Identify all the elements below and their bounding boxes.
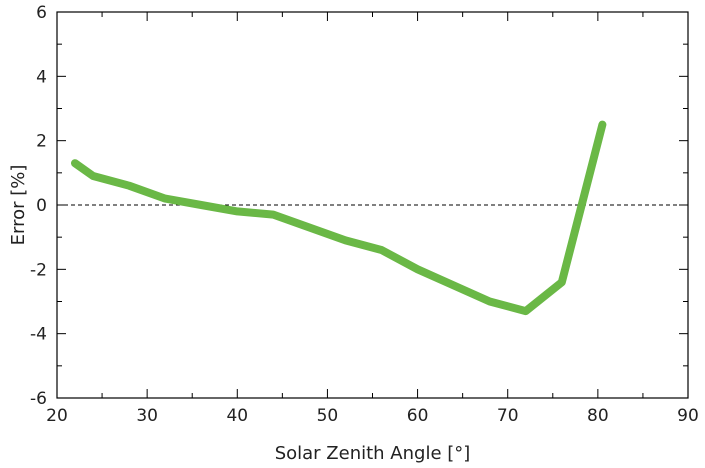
x-tick-label: 60 [407, 406, 429, 426]
series-line [71, 120, 607, 316]
x-tick-label: 90 [677, 406, 699, 426]
tick-labels-layer: 20 30 40 50 60 70 80 90 -6 -4 -2 0 2 4 6 [30, 3, 699, 426]
y-tick-label: -4 [30, 325, 47, 345]
plot-frame [56, 11, 689, 399]
y-tick-label: 4 [36, 67, 47, 87]
y-axis-title: Error [%] [8, 165, 29, 246]
x-tick-label: 40 [226, 406, 248, 426]
y-tick-label: -6 [30, 389, 47, 409]
x-tick-label: 70 [497, 406, 519, 426]
series-layer [71, 120, 607, 316]
ticks-layer [56, 11, 689, 399]
x-tick-label: 30 [136, 406, 158, 426]
x-tick-label: 20 [46, 406, 68, 426]
y-tick-label: 0 [36, 196, 47, 216]
x-axis-title: Solar Zenith Angle [°] [275, 443, 471, 464]
x-tick-label: 50 [317, 406, 339, 426]
y-tick-label: 2 [36, 132, 47, 152]
y-tick-label: 6 [36, 3, 47, 23]
x-tick-label: 80 [587, 406, 609, 426]
y-tick-label: -2 [30, 260, 47, 280]
